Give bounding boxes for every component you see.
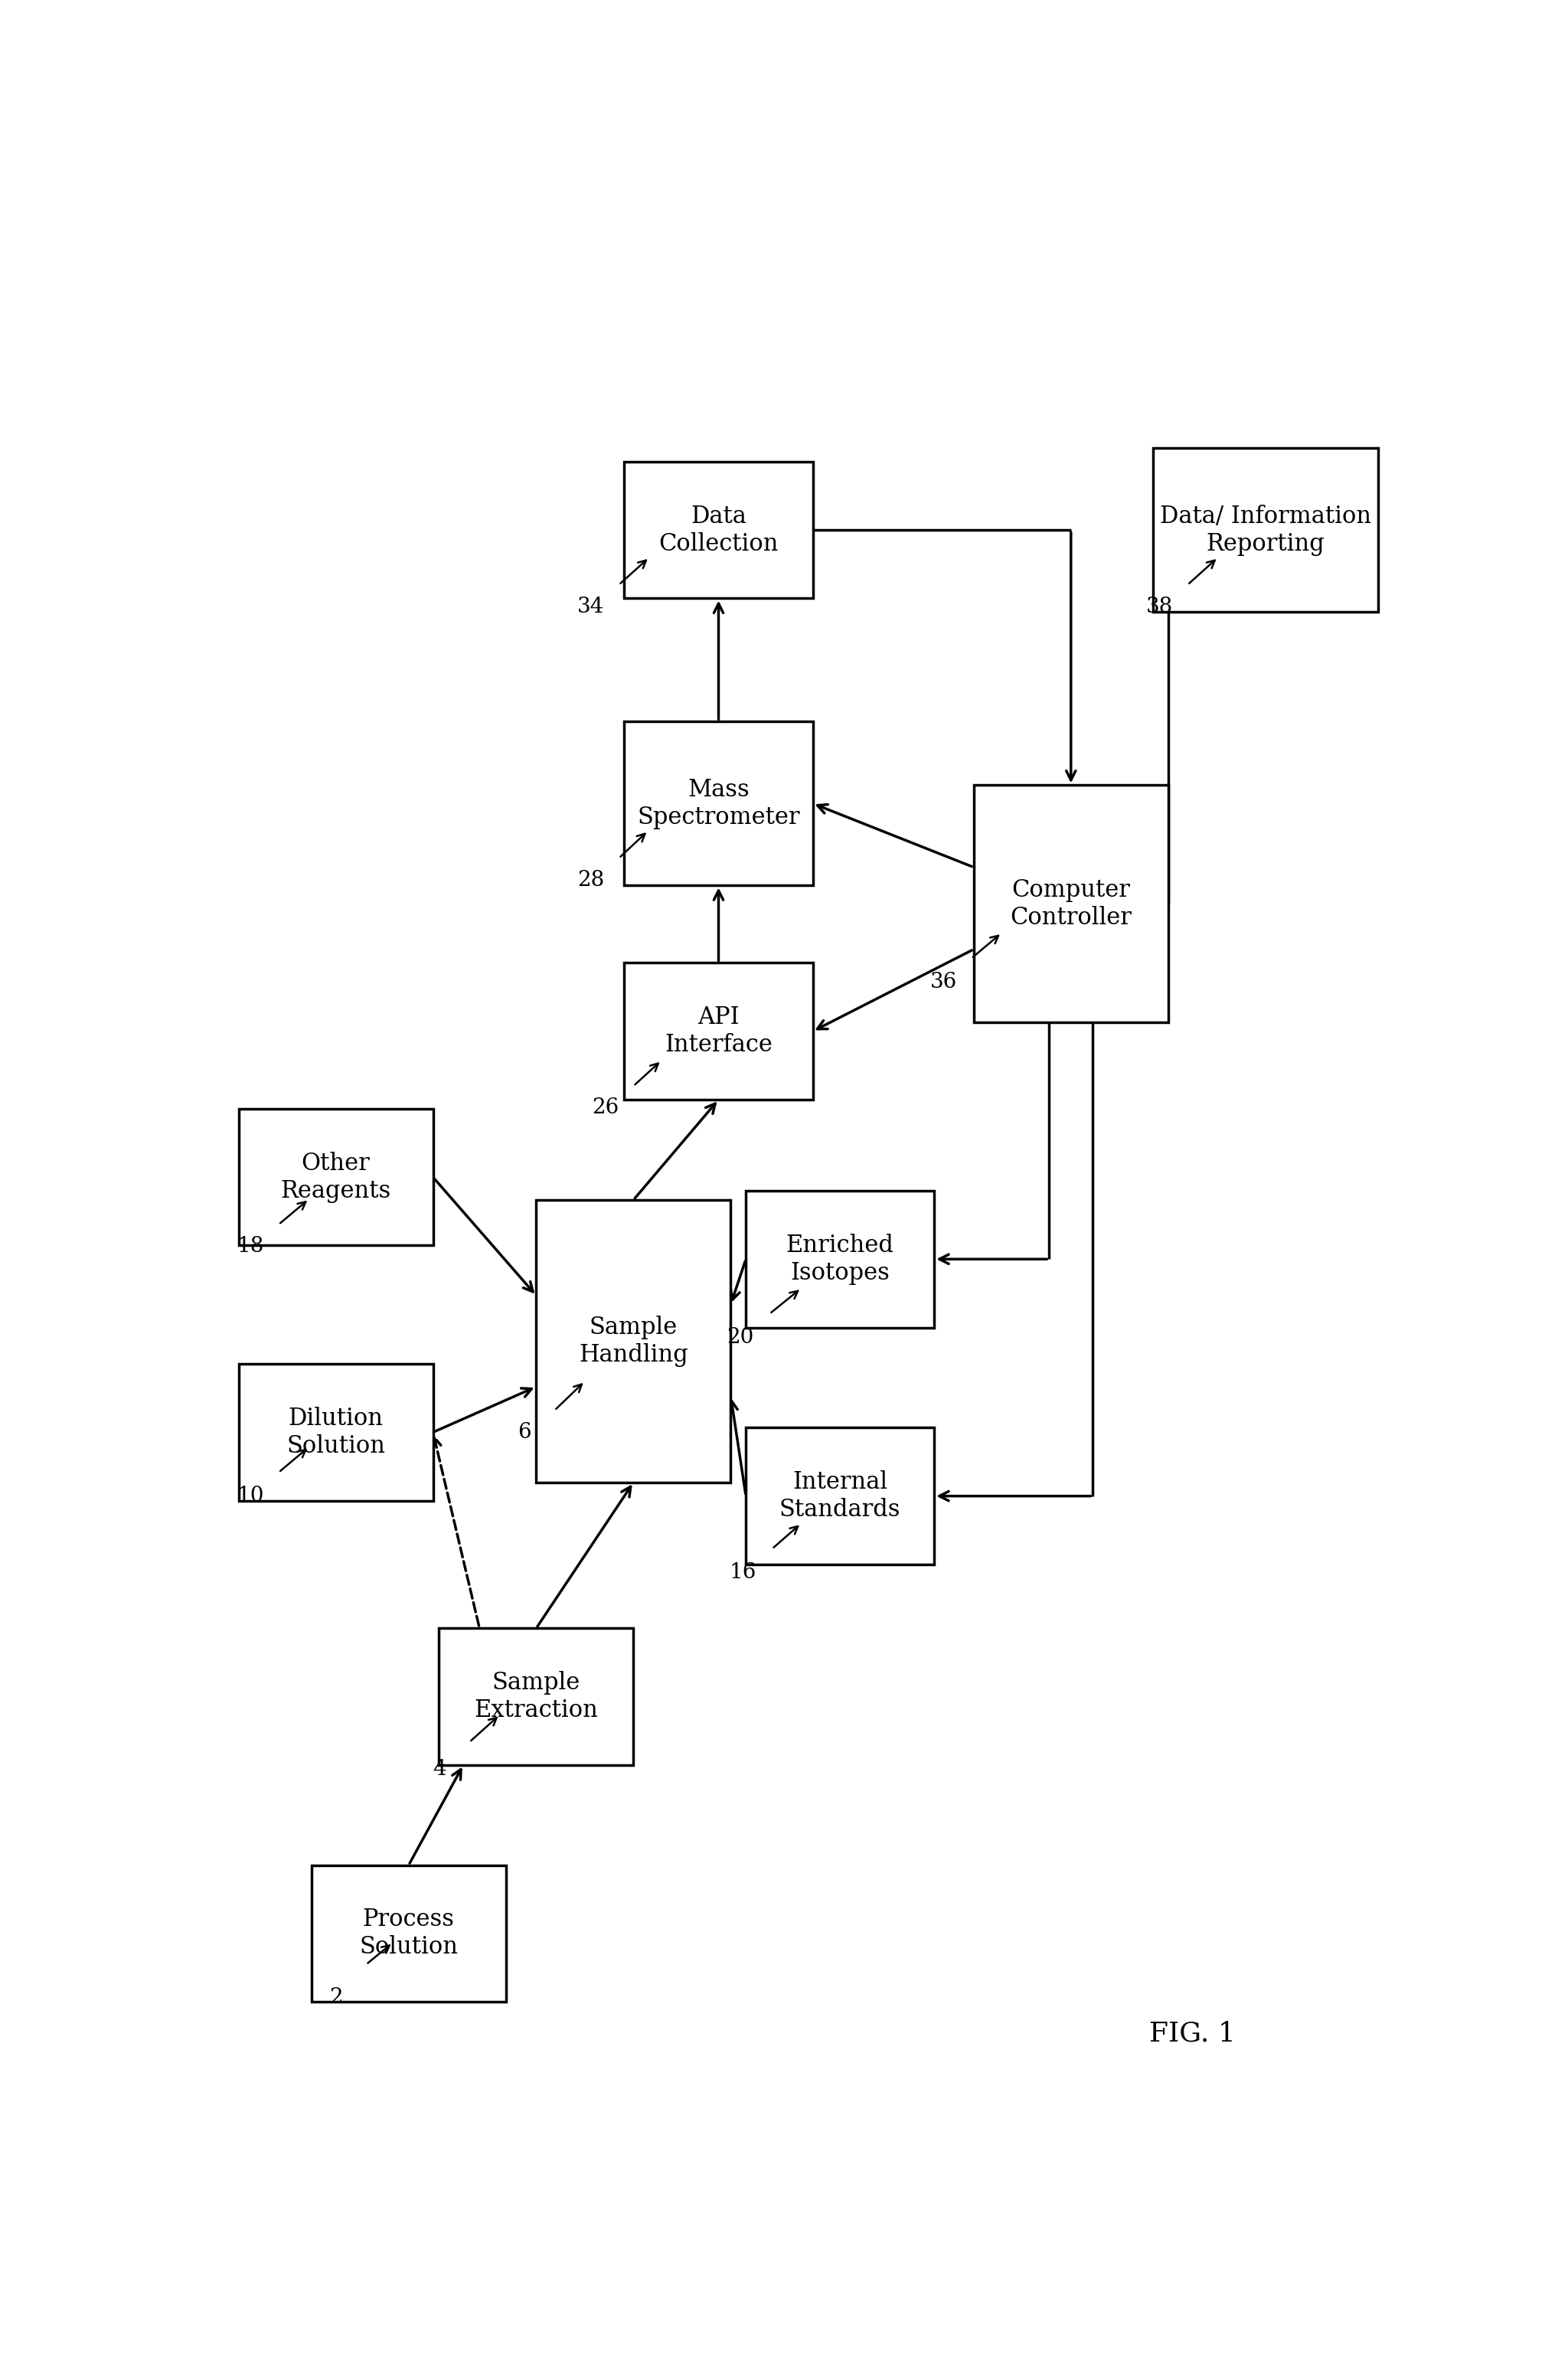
- Bar: [974, 786, 1168, 1023]
- Text: Mass
Spectrometer: Mass Spectrometer: [637, 779, 800, 828]
- Text: Process
Solution: Process Solution: [359, 1908, 458, 1960]
- Bar: [1152, 447, 1378, 613]
- Bar: [746, 1427, 935, 1565]
- Bar: [439, 1628, 633, 1766]
- Text: 10: 10: [237, 1486, 265, 1505]
- Bar: [624, 462, 812, 599]
- Text: 6: 6: [517, 1423, 532, 1442]
- Text: 28: 28: [577, 869, 604, 890]
- Bar: [624, 963, 812, 1101]
- Text: 34: 34: [577, 596, 604, 618]
- Bar: [312, 1865, 506, 2002]
- Text: 18: 18: [237, 1236, 265, 1257]
- Text: 4: 4: [433, 1759, 445, 1780]
- Bar: [238, 1108, 433, 1245]
- Text: 16: 16: [729, 1562, 756, 1584]
- Text: Enriched
Isotopes: Enriched Isotopes: [786, 1233, 894, 1285]
- Text: API
Interface: API Interface: [665, 1006, 773, 1058]
- Text: Sample
Extraction: Sample Extraction: [474, 1671, 599, 1723]
- Text: Other
Reagents: Other Reagents: [281, 1150, 390, 1202]
- Bar: [624, 722, 812, 885]
- Bar: [536, 1200, 731, 1482]
- Text: 2: 2: [329, 1986, 342, 2007]
- Text: Internal
Standards: Internal Standards: [779, 1470, 900, 1522]
- Text: 38: 38: [1146, 596, 1173, 618]
- Text: Dilution
Solution: Dilution Solution: [287, 1406, 386, 1458]
- Text: 36: 36: [930, 973, 956, 992]
- Bar: [238, 1363, 433, 1501]
- Text: Data
Collection: Data Collection: [659, 504, 778, 556]
- Text: Computer
Controller: Computer Controller: [1010, 878, 1132, 930]
- Text: Data/ Information
Reporting: Data/ Information Reporting: [1160, 504, 1370, 556]
- Bar: [746, 1191, 935, 1328]
- Text: FIG. 1: FIG. 1: [1149, 2021, 1236, 2047]
- Text: Sample
Handling: Sample Handling: [579, 1316, 688, 1366]
- Text: 20: 20: [728, 1328, 754, 1347]
- Text: 26: 26: [593, 1098, 619, 1117]
